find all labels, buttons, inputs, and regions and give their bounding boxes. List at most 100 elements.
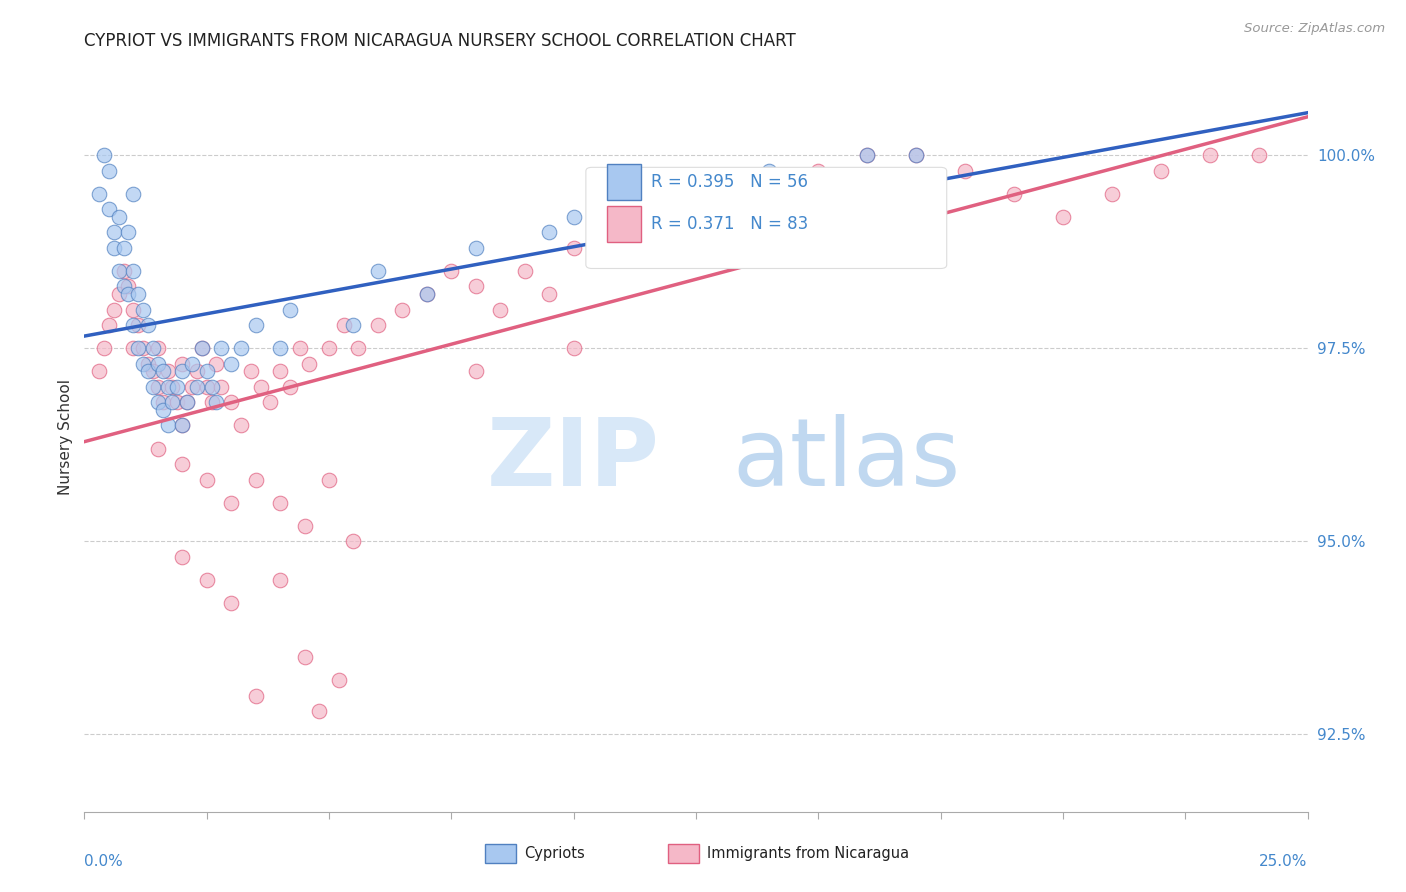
Point: [245, 689, 267, 703]
Point: [103, 241, 125, 255]
Point: [269, 364, 291, 378]
Point: [122, 318, 145, 332]
Point: [294, 650, 316, 665]
Point: [440, 264, 463, 278]
Point: [298, 357, 321, 371]
Point: [367, 264, 389, 278]
Point: [132, 302, 155, 317]
Point: [278, 302, 301, 317]
Point: [172, 418, 194, 433]
Point: [294, 519, 316, 533]
Point: [905, 148, 928, 162]
Point: [807, 163, 830, 178]
Point: [142, 380, 165, 394]
Point: [288, 341, 311, 355]
Text: Source: ZipAtlas.com: Source: ZipAtlas.com: [1244, 22, 1385, 36]
Point: [162, 395, 184, 409]
Point: [122, 302, 145, 317]
Point: [142, 341, 165, 355]
Point: [661, 186, 683, 201]
Point: [162, 380, 184, 394]
Point: [562, 241, 585, 255]
Text: ZIP: ZIP: [486, 414, 659, 506]
Point: [538, 287, 561, 301]
Point: [107, 287, 129, 301]
Point: [219, 496, 242, 510]
Point: [107, 264, 129, 278]
Point: [122, 341, 145, 355]
Point: [391, 302, 413, 317]
Point: [259, 395, 281, 409]
Point: [172, 364, 194, 378]
Point: [562, 341, 585, 355]
Point: [195, 573, 218, 587]
Point: [332, 318, 354, 332]
Point: [132, 357, 155, 371]
Point: [1052, 210, 1074, 224]
Point: [191, 341, 214, 355]
Point: [103, 226, 125, 240]
Point: [219, 357, 242, 371]
Point: [117, 226, 139, 240]
Point: [245, 473, 267, 487]
Point: [464, 364, 486, 378]
Point: [328, 673, 350, 688]
Point: [186, 380, 208, 394]
Point: [219, 395, 242, 409]
Point: [709, 186, 731, 201]
Point: [464, 241, 486, 255]
Point: [229, 418, 252, 433]
Point: [219, 596, 242, 610]
FancyBboxPatch shape: [606, 163, 641, 200]
Point: [953, 163, 976, 178]
Point: [97, 202, 120, 217]
Point: [166, 395, 188, 409]
Point: [200, 380, 222, 394]
Point: [758, 163, 780, 178]
Point: [127, 318, 149, 332]
FancyBboxPatch shape: [586, 168, 946, 268]
Point: [136, 364, 159, 378]
Point: [172, 549, 194, 564]
Point: [112, 241, 135, 255]
Text: 0.0%: 0.0%: [84, 855, 124, 869]
Point: [117, 287, 139, 301]
Point: [200, 395, 222, 409]
Point: [152, 364, 174, 378]
Point: [87, 364, 110, 378]
Point: [538, 226, 561, 240]
Point: [136, 318, 159, 332]
Point: [93, 341, 115, 355]
Point: [166, 380, 188, 394]
Point: [172, 418, 194, 433]
Point: [209, 380, 232, 394]
Point: [416, 287, 439, 301]
Point: [269, 341, 291, 355]
Point: [856, 148, 879, 162]
Point: [172, 357, 194, 371]
Y-axis label: Nursery School: Nursery School: [58, 379, 73, 495]
Point: [97, 318, 120, 332]
Point: [195, 473, 218, 487]
Point: [205, 357, 228, 371]
Point: [122, 264, 145, 278]
Point: [278, 380, 301, 394]
Point: [112, 279, 135, 293]
Point: [229, 341, 252, 355]
Point: [93, 148, 115, 162]
Text: Cypriots: Cypriots: [524, 847, 585, 861]
Point: [152, 395, 174, 409]
Point: [562, 210, 585, 224]
Point: [117, 279, 139, 293]
Point: [172, 457, 194, 471]
Point: [127, 341, 149, 355]
Point: [97, 163, 120, 178]
Point: [245, 318, 267, 332]
Point: [181, 380, 204, 394]
Point: [181, 357, 204, 371]
Point: [209, 341, 232, 355]
Point: [132, 341, 155, 355]
Point: [136, 357, 159, 371]
Point: [1198, 148, 1220, 162]
Point: [269, 496, 291, 510]
